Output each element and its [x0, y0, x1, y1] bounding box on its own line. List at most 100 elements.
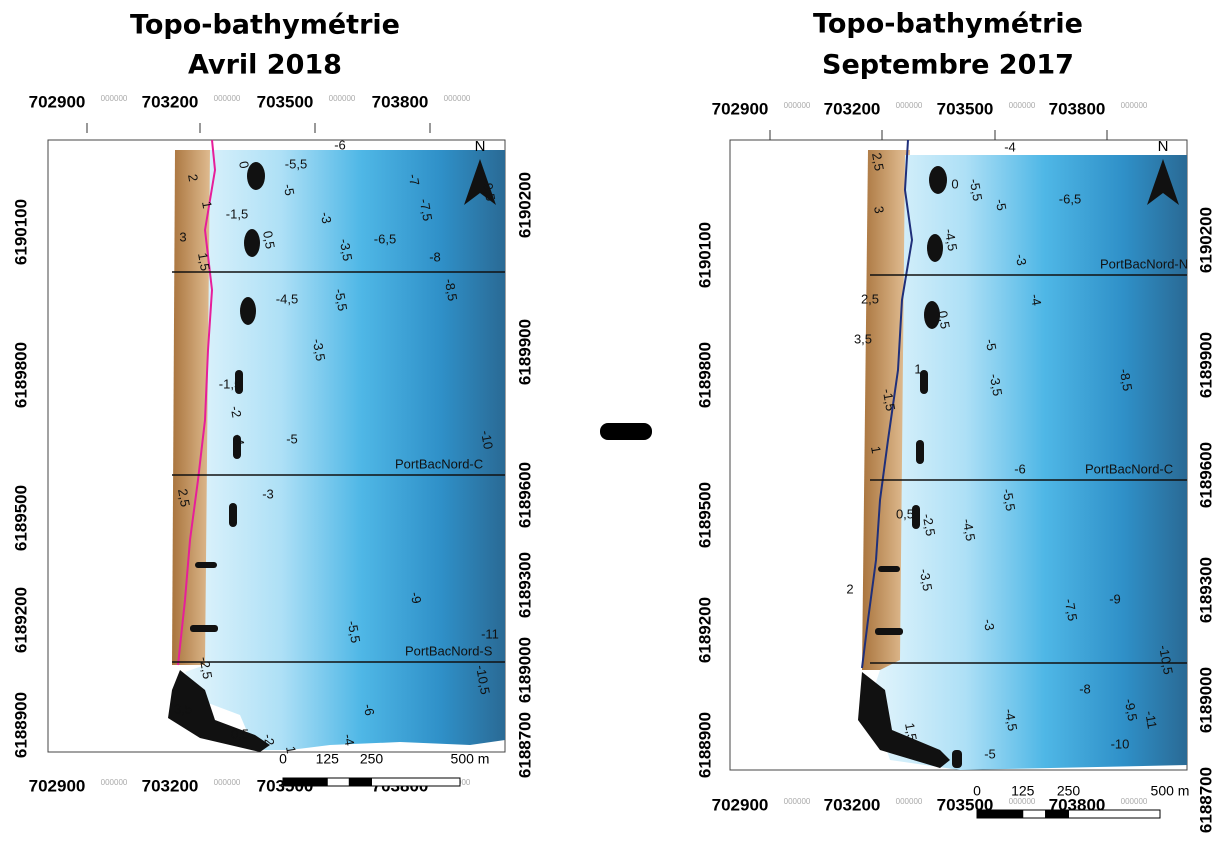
contour-label: 2,5 — [861, 291, 879, 306]
contour-label: -8 — [1079, 681, 1091, 696]
groynes — [875, 166, 962, 768]
contour-label: -3,5 — [987, 372, 1006, 397]
contour-label: 2,5 — [175, 488, 193, 508]
contour-label: 0 — [236, 160, 252, 170]
contour-label: -6,5 — [374, 231, 396, 246]
contour-label: -5 — [281, 183, 298, 197]
north-arrow — [464, 159, 496, 205]
contour-label: -4 — [1004, 139, 1016, 154]
beach — [862, 150, 910, 670]
x-coord-minor: 000000 — [444, 94, 471, 103]
contour-label: -5,5 — [1000, 487, 1019, 512]
contour-label: 2 — [846, 581, 853, 596]
x-coord-label: 703500 — [937, 99, 994, 118]
contour-label: -1,5 — [880, 387, 899, 412]
contour-label: -5,5 — [285, 156, 307, 171]
y-coord-label: 6188700 — [515, 712, 534, 778]
x-coord-label: 703200 — [142, 92, 199, 111]
scale-bar-segment — [326, 777, 350, 787]
north-label: N — [475, 138, 486, 155]
map-title: Septembre 2017 — [822, 50, 1074, 81]
x-coord-minor: 000000 — [896, 101, 923, 110]
contour-label: -11 — [481, 626, 499, 641]
scale-label: 125 — [1011, 783, 1035, 799]
contour-label: 3,5 — [174, 701, 192, 716]
y-coord-label: 6189600 — [1196, 442, 1215, 508]
contour-label: -4,5 — [942, 227, 961, 252]
scale-label: 0 — [279, 751, 287, 767]
contour-label: -5 — [983, 338, 1000, 352]
contour-label: -3 — [1013, 253, 1030, 267]
map-title: Topo-bathymétrie — [813, 9, 1083, 40]
y-coord-label: 6188700 — [1196, 767, 1215, 833]
contour-label: -4,5 — [1002, 707, 1021, 732]
y-coord-label: 6189300 — [515, 552, 534, 618]
contour-label: 1 — [868, 445, 884, 455]
y-coord-label: 6189800 — [695, 342, 714, 408]
y-coord-label: 6189900 — [1196, 332, 1215, 398]
y-coord-label: 6189800 — [11, 342, 30, 408]
contour-label: -6,5 — [1059, 191, 1081, 206]
minus-sign — [600, 423, 652, 440]
contour-label: -4 — [231, 433, 248, 447]
y-coord-label: 6189000 — [515, 637, 534, 703]
scale-label: 500 m — [451, 751, 490, 767]
jetty — [168, 670, 270, 752]
north-arrow — [1147, 159, 1179, 205]
contour-label: 2,5 — [869, 152, 887, 172]
profile-label: PortBacNord-C — [1085, 461, 1173, 476]
x-coord-label: 703800 — [1049, 99, 1106, 118]
contour-label: -4,5 — [276, 291, 298, 306]
profile-label: PortBacNord-S — [405, 643, 493, 658]
contour-label: -3,5 — [337, 237, 356, 262]
contour-label: -8,5 — [1117, 367, 1136, 392]
contour-label: -6 — [361, 703, 378, 717]
x-coord-label: 703200 — [824, 99, 881, 118]
y-coord-label: 6189300 — [1196, 557, 1215, 623]
profile-label: PortBacNord-C — [395, 456, 483, 471]
x-coord-label: 703500 — [257, 92, 314, 111]
contour-label: -5,5 — [345, 619, 364, 644]
contour-label: 1 — [283, 745, 299, 755]
y-coord-label: 6189600 — [515, 462, 534, 528]
x-coord-minor: 000000 — [329, 94, 356, 103]
y-coord-label: 6189500 — [11, 485, 30, 551]
contour-label: 2 — [185, 173, 201, 183]
contour-label: -3 — [262, 486, 274, 501]
contour-label: -4 — [1028, 293, 1045, 307]
jetty — [858, 672, 950, 768]
y-coord-label: 6190200 — [515, 172, 534, 238]
contour-label: 0,5 — [231, 726, 249, 741]
contour-label: -10 — [1111, 736, 1130, 751]
x-coord-label: 703800 — [372, 92, 429, 111]
contour-label: -9,5 — [480, 177, 499, 202]
scale-label: 250 — [360, 751, 384, 767]
y-coord-label: 6190200 — [1196, 207, 1215, 273]
contour-label: 0,5 — [935, 310, 953, 330]
profile-label: PortBacNord-N — [1100, 256, 1188, 271]
contour-label: -3 — [318, 211, 335, 225]
contour-label: 3 — [871, 205, 887, 215]
contour-label: 0,5 — [260, 230, 278, 250]
contour-label: -4,5 — [960, 517, 979, 542]
x-coord-minor: 000000 — [101, 94, 128, 103]
contour-label: -2 — [228, 405, 245, 419]
contour-label: 1 — [199, 200, 215, 210]
x-coord-label: 702900 — [29, 92, 86, 111]
contour-label: 1 — [914, 361, 921, 376]
contour-label: -7,5 — [417, 197, 436, 222]
scale-bar-segment — [371, 777, 461, 787]
groynes — [190, 162, 265, 632]
sea — [870, 155, 1187, 770]
contour-label: -1,5 — [226, 206, 248, 221]
contour-label: -5 — [993, 198, 1010, 212]
contour-label: -5 — [984, 746, 996, 761]
x-coord-minor: 000000 — [1121, 797, 1148, 806]
y-coord-label: 6188900 — [695, 712, 714, 778]
x-coord-minor: 000000 — [784, 101, 811, 110]
contour-label: 3,5 — [854, 331, 872, 346]
x-coord-minor: 000000 — [101, 778, 128, 787]
x-coord-minor: 000000 — [214, 94, 241, 103]
shoreline — [861, 139, 914, 669]
